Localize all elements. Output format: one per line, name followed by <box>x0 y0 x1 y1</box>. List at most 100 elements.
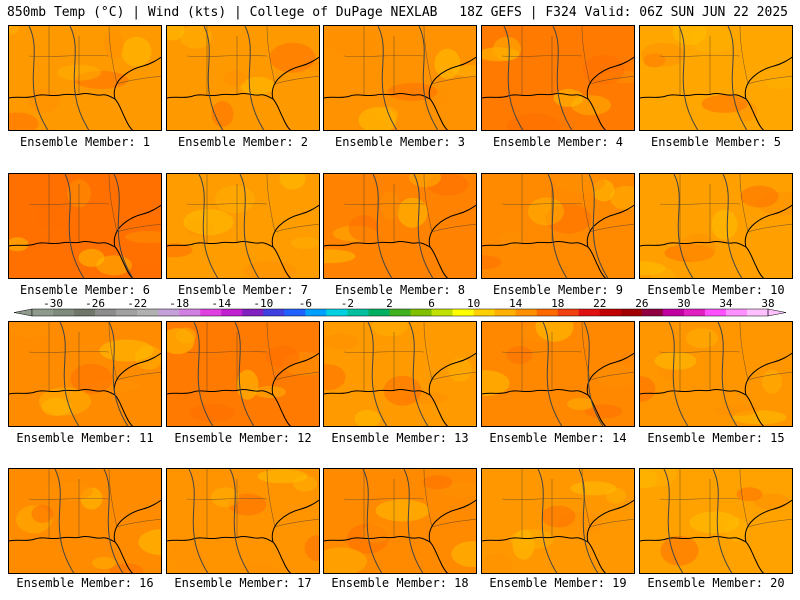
state-border <box>501 351 583 353</box>
ensemble-member-label: Ensemble Member: 6 <box>19 283 151 297</box>
temperature-field-map <box>640 26 792 130</box>
state-border <box>116 75 161 85</box>
state-border <box>659 55 741 57</box>
coastline <box>482 535 607 573</box>
coastline <box>640 92 765 130</box>
temperature-blob <box>689 511 740 534</box>
temperature-blob <box>236 369 259 400</box>
height-contour <box>722 174 743 278</box>
temperature-field-map <box>167 322 319 426</box>
state-border <box>739 26 749 85</box>
colorbar-segment <box>536 309 559 316</box>
state-border <box>431 223 476 233</box>
coastline <box>9 388 134 426</box>
temperature-blob <box>31 504 54 523</box>
height-contour <box>503 26 524 130</box>
coastline <box>482 388 607 426</box>
temperature-blob <box>482 255 502 270</box>
ensemble-member-map <box>639 25 793 131</box>
ensemble-member-map <box>481 468 635 574</box>
colorbar-segment <box>74 309 96 316</box>
temperature-blob <box>660 535 699 566</box>
coastline <box>167 92 292 130</box>
state-border <box>659 351 741 353</box>
ensemble-member-label: Ensemble Member: 19 <box>489 576 627 590</box>
colorbar-segment <box>641 309 664 316</box>
ensemble-member-map <box>481 173 635 279</box>
colorbar-segment <box>410 309 432 316</box>
temperature-blob <box>324 249 356 264</box>
temperature-blob <box>96 255 132 276</box>
ensemble-member-map <box>323 468 477 574</box>
height-contour <box>668 322 689 426</box>
coastline <box>324 388 449 426</box>
temperature-field-map <box>9 26 161 130</box>
height-contour <box>203 26 224 130</box>
temperature-blob <box>10 322 50 338</box>
colorbar-low-arrow <box>14 308 33 317</box>
height-contour <box>678 26 699 130</box>
temperature-blob <box>167 243 193 258</box>
colorbar-segment <box>221 309 243 316</box>
coastline <box>586 499 634 543</box>
state-border <box>423 174 433 233</box>
colorbar-tick-label: -10 <box>253 297 273 310</box>
state-border <box>343 203 425 205</box>
ensemble-member-map <box>481 25 635 131</box>
temperature-blob <box>39 387 91 416</box>
height-contour <box>413 174 434 278</box>
state-border <box>274 371 319 381</box>
temperature-blob <box>582 54 625 85</box>
height-contour <box>408 322 429 426</box>
temperature-blob <box>240 563 280 573</box>
temperature-blob <box>541 505 576 528</box>
temperature-blob <box>640 469 677 488</box>
temperature-blob <box>348 215 379 242</box>
ensemble-member-label: Ensemble Member: 5 <box>650 135 782 149</box>
temperature-blob <box>482 553 513 573</box>
temperature-blob <box>176 327 196 344</box>
temperature-blob <box>686 328 718 349</box>
colorbar-segment <box>725 309 748 316</box>
colorbar-segment <box>557 309 580 316</box>
coastline <box>428 56 476 100</box>
temperature-blob <box>362 523 390 544</box>
state-border <box>501 203 583 205</box>
height-contour <box>188 469 209 573</box>
ensemble-member-map <box>323 173 477 279</box>
temperature-blob <box>324 333 359 350</box>
height-contour <box>712 469 733 573</box>
state-border <box>423 469 433 528</box>
colorbar-tick-label: -14 <box>211 297 231 310</box>
colorbar-segment <box>368 309 390 316</box>
ensemble-member-map <box>8 173 162 279</box>
temperature-blob <box>99 339 154 362</box>
temperature-blob <box>570 481 617 496</box>
temperature-blob <box>78 248 105 267</box>
height-contour <box>418 26 439 130</box>
height-contour <box>547 174 568 278</box>
state-border <box>431 371 476 381</box>
height-contour <box>377 26 398 130</box>
temperature-blob <box>567 398 595 410</box>
colorbar-tick-label: -18 <box>169 297 189 310</box>
temperature-field-map <box>324 174 476 278</box>
height-contour <box>69 26 90 130</box>
coastline <box>744 352 792 396</box>
height-contour <box>578 469 599 573</box>
coastline <box>744 56 792 100</box>
state-border <box>501 55 583 57</box>
temperature-blob <box>257 469 308 484</box>
ensemble-member-map <box>166 321 320 427</box>
colorbar-segment <box>683 309 706 316</box>
coastline <box>640 388 765 426</box>
temperature-blob <box>448 357 472 382</box>
temperature-blob <box>482 370 510 397</box>
state-border <box>747 371 792 381</box>
state-border <box>431 75 476 85</box>
ensemble-member-map <box>166 468 320 574</box>
temperature-blob <box>766 77 792 89</box>
colorbar-segment <box>662 309 685 316</box>
state-border <box>28 55 110 57</box>
coastline <box>324 92 449 130</box>
